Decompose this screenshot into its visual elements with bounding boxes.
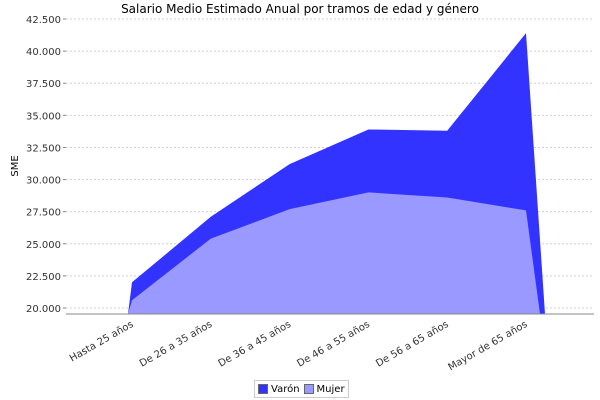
y-tick-label: 40.000 bbox=[26, 47, 61, 58]
legend-swatch-varon bbox=[258, 384, 268, 394]
y-tick-label: 37.500 bbox=[26, 79, 61, 90]
legend-item-varon: Varón bbox=[258, 384, 300, 395]
legend-item-mujer: Mujer bbox=[303, 383, 345, 395]
x-tick-label: Mayor de 65 años bbox=[447, 319, 530, 373]
y-tick-label: 20.000 bbox=[26, 304, 61, 315]
y-tick-label: 22.500 bbox=[26, 272, 61, 283]
y-tick-label: 25.000 bbox=[26, 240, 61, 251]
x-tick-label: De 36 a 45 años bbox=[217, 319, 293, 370]
y-tick-label: 32.500 bbox=[26, 143, 61, 154]
y-tick-label: 42.500 bbox=[26, 15, 61, 26]
area-mujer bbox=[128, 192, 540, 314]
y-axis-label: SME bbox=[10, 155, 21, 176]
legend: Varón Mujer bbox=[254, 380, 349, 398]
y-tick-label: 35.000 bbox=[26, 111, 61, 122]
x-tick-label: De 26 a 35 años bbox=[138, 319, 214, 370]
legend-label-varon: Varón bbox=[271, 383, 300, 395]
x-tick-label: De 46 a 55 años bbox=[295, 319, 371, 370]
y-tick-label: 27.500 bbox=[26, 208, 61, 219]
legend-swatch-mujer bbox=[303, 384, 314, 394]
x-tick-label: Hasta 25 años bbox=[68, 319, 136, 364]
chart-title: Salario Medio Estimado Anual por tramos … bbox=[121, 2, 479, 16]
legend-label-mujer: Mujer bbox=[316, 383, 345, 395]
x-tick-label: De 56 a 65 años bbox=[374, 319, 450, 370]
y-tick-label: 30.000 bbox=[26, 176, 61, 187]
